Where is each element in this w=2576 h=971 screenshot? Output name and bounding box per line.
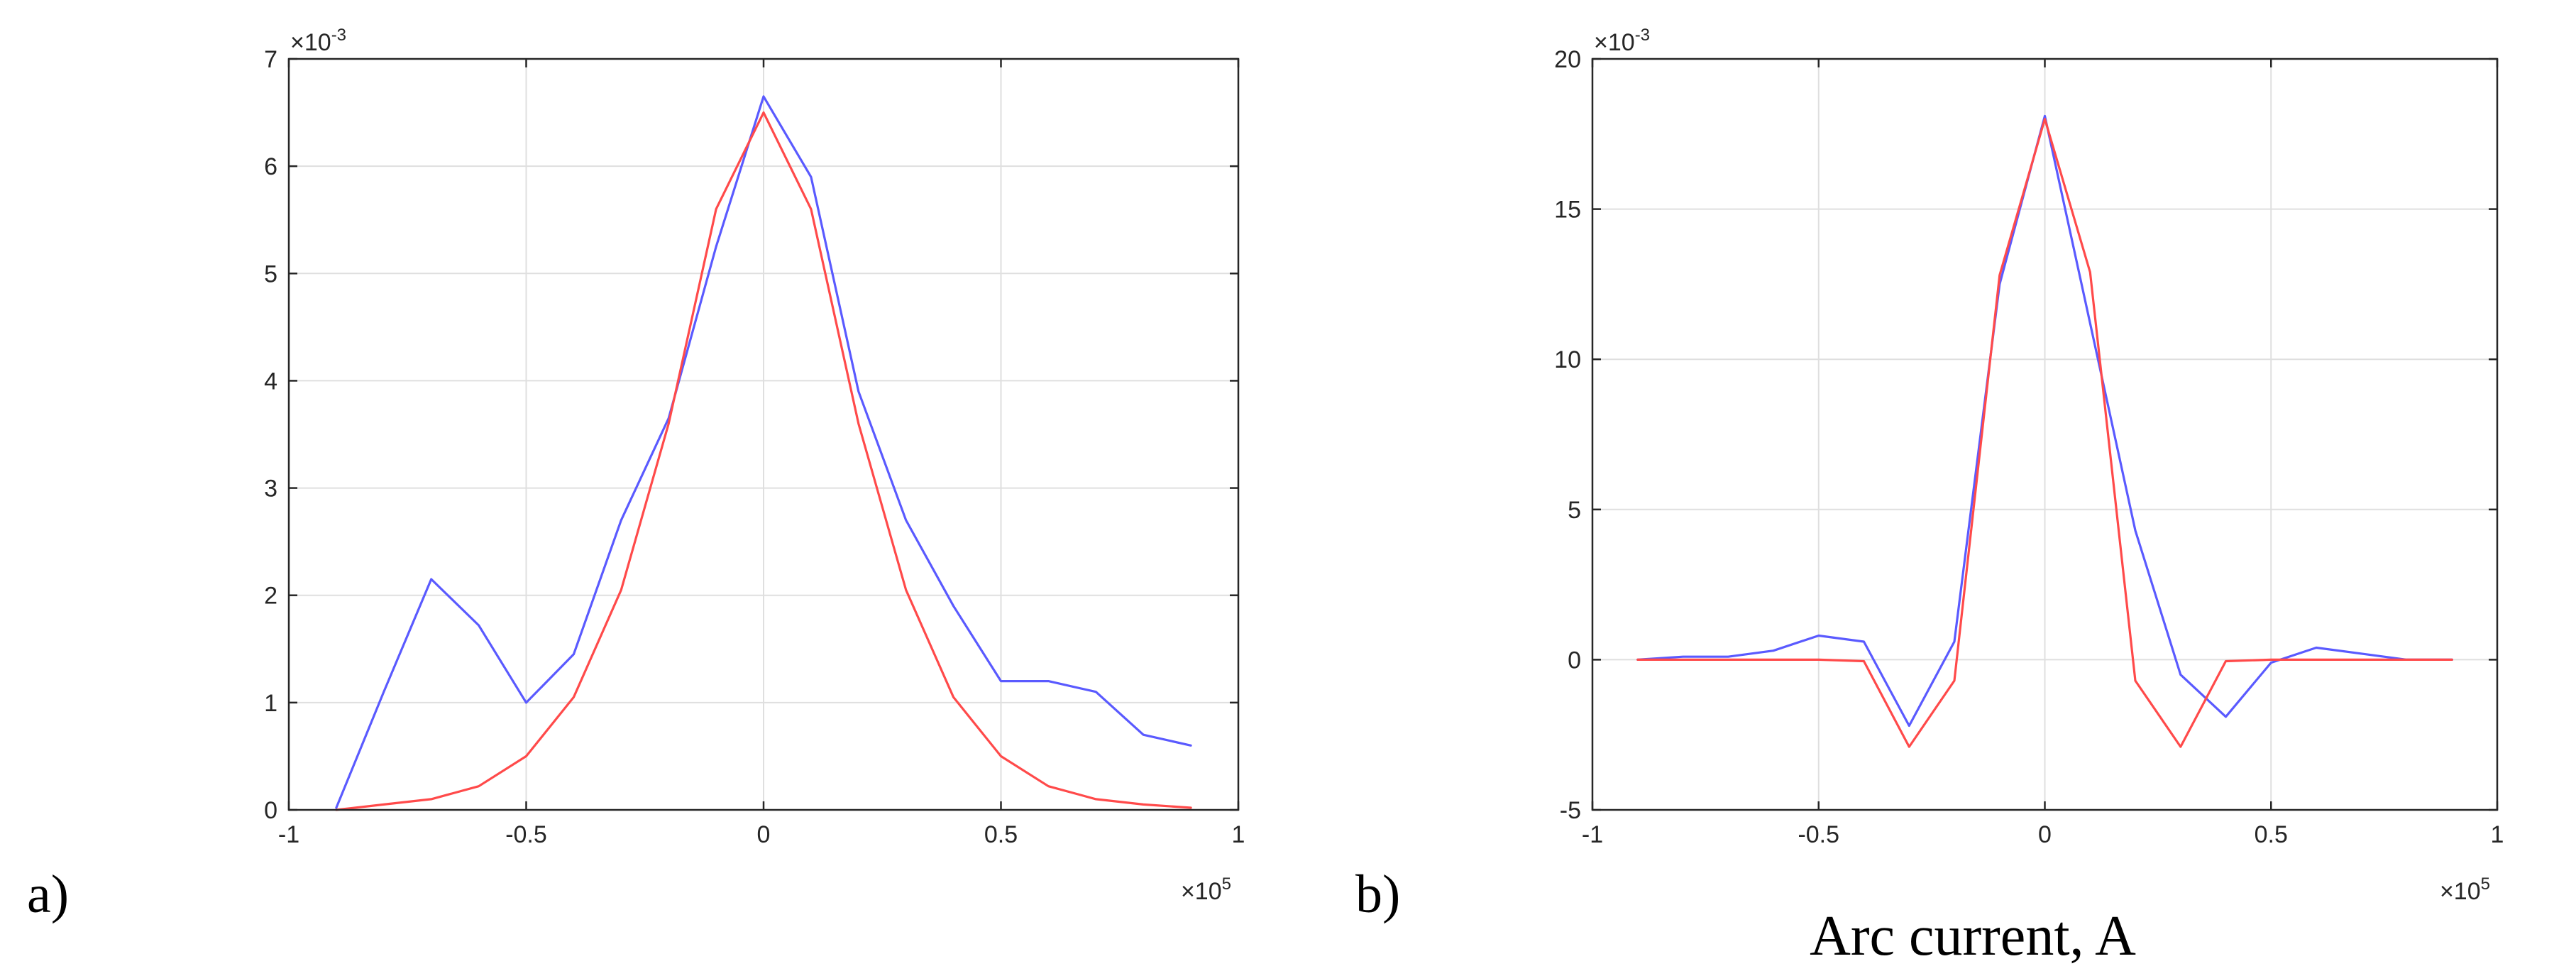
y-multiplier-base: ×10: [1594, 29, 1635, 56]
series-line-red: [1636, 118, 2453, 748]
x-tick-label: -1: [1582, 821, 1603, 848]
panel-label-a: a): [27, 865, 69, 924]
x-tick-label: 1: [1232, 821, 1245, 848]
y-axis-multiplier: ×10-3: [1594, 26, 1650, 56]
x-axis-multiplier: ×105: [1181, 874, 1231, 905]
x-multiplier-base: ×10: [1181, 878, 1222, 905]
y-tick-label: -5: [1560, 797, 1581, 824]
y-tick-label: 7: [264, 46, 277, 73]
x-tick-label: 0.5: [2255, 821, 2288, 848]
y-tick-label: 20: [1554, 46, 1581, 73]
y-tick-label: 10: [1554, 346, 1581, 373]
x-tick-label: 0: [757, 821, 771, 848]
x-tick-label: 0.5: [984, 821, 1018, 848]
y-multiplier-exponent: -3: [331, 26, 346, 45]
series-line-red: [335, 111, 1192, 811]
y-tick-label: 6: [264, 153, 277, 180]
y-tick-label: 5: [1568, 497, 1581, 524]
series-line-blue: [335, 95, 1192, 809]
x-axis-title-b: Arc current, A: [1810, 905, 2136, 967]
y-tick-label: 5: [264, 260, 277, 287]
panel-label-b: b): [1355, 865, 1400, 924]
y-multiplier-base: ×10: [290, 29, 331, 56]
x-tick-label: 1: [2491, 821, 2504, 848]
y-tick-label: 0: [264, 797, 277, 824]
x-tick-label: -0.5: [1798, 821, 1839, 848]
y-tick-label: 4: [264, 368, 277, 395]
y-tick-label: 1: [264, 690, 277, 717]
y-tick-label: 2: [264, 583, 277, 610]
x-tick-label: -1: [278, 821, 299, 848]
y-tick-label: 15: [1554, 197, 1581, 224]
y-axis-multiplier: ×10-3: [290, 26, 346, 56]
series-line-blue: [1636, 114, 2453, 728]
y-multiplier-exponent: -3: [1635, 26, 1650, 45]
x-multiplier-exponent: 5: [2481, 874, 2490, 894]
x-tick-label: -0.5: [505, 821, 547, 848]
x-multiplier-exponent: 5: [1222, 874, 1231, 894]
x-multiplier-base: ×10: [2440, 878, 2481, 905]
x-tick-label: 0: [2038, 821, 2052, 848]
y-tick-label: 3: [264, 476, 277, 503]
y-tick-label: 0: [1568, 647, 1581, 674]
x-axis-multiplier: ×105: [2440, 874, 2490, 905]
